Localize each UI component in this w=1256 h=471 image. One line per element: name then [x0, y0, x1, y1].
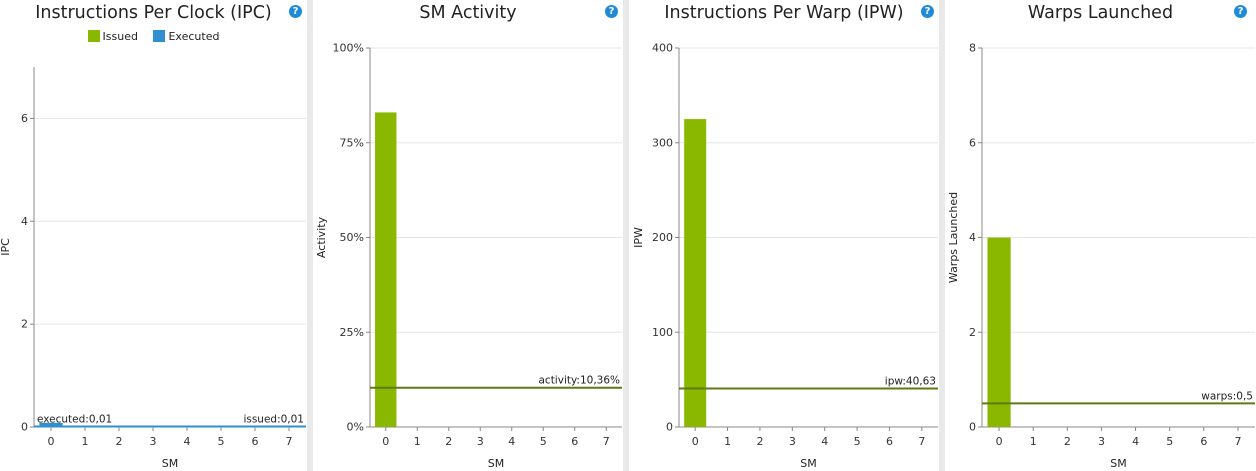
x-tick-label: 5 [540, 435, 547, 448]
x-tick-label: 4 [184, 435, 191, 448]
chart-title: Instructions Per Warp (IPW) [664, 3, 904, 23]
x-tick-label: 7 [286, 435, 293, 448]
x-tick-label: 1 [414, 435, 421, 448]
x-tick-label: 7 [1234, 435, 1241, 448]
warps-launched-chart-panel: Warps Launched ? 0 2 4 6 8 warps:0,5 0 1 2 3 4 5 6 7 S… [945, 0, 1256, 471]
legend-swatch [87, 29, 100, 42]
bar [375, 112, 397, 428]
x-tick-label: 6 [252, 435, 259, 448]
y-tick-label: 300 [652, 136, 673, 149]
x-tick-label: 7 [918, 435, 925, 448]
bar [39, 422, 63, 427]
x-tick-label: 2 [116, 435, 123, 448]
chart-title: Instructions Per Clock (IPC) [35, 3, 272, 23]
chart-legend: Issued Executed [0, 29, 307, 43]
y-tick-label: 100 [652, 326, 673, 339]
y-tick-label: 6 [969, 136, 976, 149]
chart-title: Warps Launched [1027, 3, 1174, 23]
x-tick-label: 5 [218, 435, 225, 448]
warps-launched-chart: 0 2 4 6 8 warps:0,5 0 1 2 3 4 5 6 7 SM Warps Launched [947, 42, 1255, 470]
legend-label: Executed [168, 29, 220, 43]
y-tick-label: 100% [333, 42, 364, 55]
chart-title: SM Activity [419, 3, 517, 23]
y-tick-label: 25% [340, 326, 364, 339]
ipw-chart-panel: Instructions Per Warp (IPW) ? 0 100 200 300… [629, 0, 939, 471]
y-tick-label: 0 [666, 421, 673, 434]
y-axis-label: Activity [315, 216, 328, 258]
x-tick-label: 4 [508, 435, 515, 448]
x-tick-label: 6 [1200, 435, 1207, 448]
x-tick-label: 3 [150, 435, 157, 448]
legend-item-executed[interactable]: Executed [153, 29, 220, 43]
legend-label: Issued [102, 29, 138, 43]
x-tick-label: 4 [821, 435, 828, 448]
x-tick-label: 2 [756, 435, 763, 448]
x-tick-label: 3 [1098, 435, 1105, 448]
x-axis-label: SM [1110, 457, 1126, 470]
y-tick-label: 8 [969, 42, 976, 55]
bar [987, 237, 1011, 427]
x-axis-label: SM [488, 457, 504, 470]
x-axis-label: SM [162, 457, 178, 470]
question-mark-icon[interactable]: ? [289, 5, 302, 18]
x-tick-label: 1 [82, 435, 89, 448]
reference-line-label: activity:10,36% [538, 375, 620, 387]
x-tick-label: 4 [1132, 435, 1139, 448]
y-tick-label: 75% [340, 136, 364, 149]
ipc-chart: 0 2 4 6 executed:0,01 issued:0,01 0 1 2 3 4 5 6 7 SM IP… [0, 67, 306, 470]
sm-activity-chart-panel: SM Activity ? 0% 25% 50% 75% 100% activity:10… [313, 0, 623, 471]
y-tick-label: 400 [652, 42, 673, 55]
y-tick-label: 6 [21, 112, 28, 125]
y-axis-label: Warps Launched [947, 192, 960, 283]
x-tick-label: 0 [692, 435, 699, 448]
x-tick-label: 2 [1064, 435, 1071, 448]
x-tick-label: 1 [724, 435, 731, 448]
bar [684, 119, 707, 427]
y-tick-label: 0 [969, 421, 976, 434]
question-mark-icon[interactable]: ? [921, 5, 934, 18]
x-tick-label: 6 [886, 435, 893, 448]
y-tick-label: 2 [21, 318, 28, 331]
ipw-chart: 0 100 200 300 400 ipw:40,63 0 1 2 3 4 5 6 7 SM IPW [632, 42, 938, 470]
y-tick-label: 200 [652, 231, 673, 244]
sm-activity-chart: 0% 25% 50% 75% 100% activity:10,36% 0 1 2 3 4 5 6 7 SM… [315, 42, 622, 470]
x-tick-label: 3 [789, 435, 796, 448]
ipc-chart-panel: Instructions Per Clock (IPC) ? Issued Ex… [0, 0, 307, 471]
x-tick-label: 2 [445, 435, 452, 448]
x-tick-label: 3 [477, 435, 484, 448]
y-tick-label: 4 [969, 231, 976, 244]
y-tick-label: 50% [340, 231, 364, 244]
reference-line-label: executed:0,01 [37, 413, 112, 425]
x-tick-label: 0 [48, 435, 55, 448]
x-tick-label: 5 [1166, 435, 1173, 448]
y-tick-label: 2 [969, 326, 976, 339]
y-axis-label: IPW [632, 227, 645, 248]
reference-line-label: warps:0,5 [1201, 390, 1253, 402]
reference-line-label: ipw:40,63 [885, 376, 936, 388]
x-tick-label: 6 [571, 435, 578, 448]
reference-line-label: issued:0,01 [243, 413, 304, 425]
x-axis-label: SM [800, 457, 816, 470]
y-tick-label: 4 [21, 215, 28, 228]
question-mark-icon[interactable]: ? [1234, 5, 1247, 18]
legend-item-issued[interactable]: Issued [87, 29, 138, 43]
x-tick-label: 0 [382, 435, 389, 448]
x-tick-label: 1 [1030, 435, 1037, 448]
x-tick-label: 5 [854, 435, 861, 448]
question-mark-icon[interactable]: ? [605, 5, 618, 18]
y-axis-label: IPC [0, 238, 12, 256]
x-tick-label: 0 [996, 435, 1003, 448]
y-tick-label: 0% [347, 421, 364, 434]
x-tick-label: 7 [603, 435, 610, 448]
y-tick-label: 0 [21, 421, 28, 434]
legend-swatch [153, 29, 166, 42]
